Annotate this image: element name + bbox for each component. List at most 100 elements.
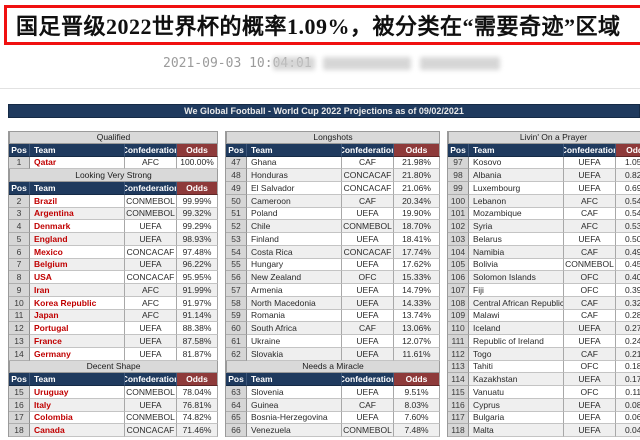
odds-cell: 87.58% bbox=[177, 335, 218, 348]
odds-cell: 13.74% bbox=[394, 309, 440, 323]
odds-cell: 0.54% bbox=[616, 207, 640, 221]
odds-cell: 0.32% bbox=[616, 296, 640, 310]
table-row: 18 Canada CONCACAF 71.46% bbox=[9, 424, 218, 437]
team-cell: New Zealand bbox=[247, 271, 342, 284]
team-cell: Ghana bbox=[247, 156, 342, 170]
table-row: 12 Portugal UEFA 88.38% bbox=[9, 322, 218, 335]
odds-header: Odds bbox=[177, 143, 218, 157]
pos-cell: 60 bbox=[226, 322, 247, 335]
team-cell: Colombia bbox=[30, 411, 125, 425]
table-row: 62 Slovakia UEFA 11.61% bbox=[226, 347, 440, 361]
table-row: 63 Slovenia UEFA 9.51% bbox=[226, 386, 440, 399]
odds-cell: 21.06% bbox=[394, 182, 440, 195]
odds-cell: 17.74% bbox=[394, 245, 440, 259]
team-cell: Kosovo bbox=[469, 156, 564, 170]
odds-header: Odds bbox=[177, 182, 218, 195]
table-row: 65 Bosnia-Herzegovina UEFA 7.60% bbox=[226, 411, 440, 425]
odds-cell: 18.70% bbox=[394, 220, 440, 233]
confederation-cell: CONMEBOL bbox=[125, 386, 177, 399]
pos-cell: 18 bbox=[9, 424, 30, 437]
confederation-cell: CAF bbox=[342, 398, 394, 412]
team-cell: Vanuatu bbox=[469, 386, 564, 399]
team-cell: Japan bbox=[30, 309, 125, 323]
section-title: Decent Shape bbox=[9, 360, 218, 374]
team-cell: Belarus bbox=[469, 233, 564, 246]
table-group-longshots: Longshots Pos Team Confederation Odds 47 Ghana… bbox=[225, 131, 440, 437]
table-row: 2 Brazil CONMEBOL 99.99% bbox=[9, 194, 218, 208]
team-cell: Uruguay bbox=[30, 386, 125, 399]
section-title: Looking Very Strong bbox=[9, 169, 218, 182]
team-cell: El Salvador bbox=[247, 182, 342, 195]
odds-cell: 99.99% bbox=[177, 194, 218, 208]
pos-cell: 110 bbox=[448, 322, 469, 335]
pos-cell: 117 bbox=[448, 411, 469, 425]
team-header: Team bbox=[30, 143, 125, 157]
odds-cell: 15.33% bbox=[394, 271, 440, 284]
confederation-cell: CAF bbox=[564, 245, 616, 259]
pos-cell: 48 bbox=[226, 169, 247, 182]
pos-cell: 47 bbox=[226, 156, 247, 170]
table-row: 51 Poland UEFA 19.90% bbox=[226, 207, 440, 221]
pos-cell: 4 bbox=[9, 220, 30, 233]
headline-text: 国足晋级2022世界杯的概率1.09%，被分类在“需要奇迹”区域 bbox=[16, 14, 621, 39]
confederation-cell: CONMEBOL bbox=[342, 220, 394, 233]
confederation-header: Confederation bbox=[342, 373, 394, 386]
pos-cell: 6 bbox=[9, 245, 30, 259]
team-cell: Republic of Ireland bbox=[469, 335, 564, 348]
odds-cell: 20.34% bbox=[394, 194, 440, 208]
confederation-cell: OFC bbox=[564, 386, 616, 399]
team-cell: Kazakhstan bbox=[469, 373, 564, 386]
table-row: 64 Guinea CAF 8.03% bbox=[226, 398, 440, 412]
pos-cell: 51 bbox=[226, 207, 247, 221]
table-row: 3 Argentina CONMEBOL 99.32% bbox=[9, 207, 218, 221]
odds-cell: 0.11% bbox=[616, 386, 640, 399]
confederation-cell: CONCACAF bbox=[125, 245, 177, 259]
confederation-cell: UEFA bbox=[564, 398, 616, 412]
odds-cell: 0.45% bbox=[616, 258, 640, 272]
confederation-header: Confederation bbox=[342, 143, 394, 157]
pos-cell: 100 bbox=[448, 194, 469, 208]
pos-cell: 102 bbox=[448, 220, 469, 233]
team-cell: Venezuela bbox=[247, 424, 342, 437]
table-title-bar: We Global Football - World Cup 2022 Proj… bbox=[8, 104, 640, 118]
odds-cell: 13.06% bbox=[394, 322, 440, 335]
team-cell: Luxembourg bbox=[469, 182, 564, 195]
redacted-source-block bbox=[323, 57, 411, 70]
pos-cell: 49 bbox=[226, 182, 247, 195]
team-cell: Tahiti bbox=[469, 360, 564, 374]
section-header-row: Looking Very Strong bbox=[9, 169, 218, 182]
pos-cell: 56 bbox=[226, 271, 247, 284]
odds-cell: 7.60% bbox=[394, 411, 440, 425]
table-row: 57 Armenia UEFA 14.79% bbox=[226, 284, 440, 297]
table-row: 58 North Macedonia UEFA 14.33% bbox=[226, 296, 440, 310]
table-row: 55 Hungary UEFA 17.62% bbox=[226, 258, 440, 272]
odds-header: Odds bbox=[394, 143, 440, 157]
odds-cell: 71.46% bbox=[177, 424, 218, 437]
pos-cell: 10 bbox=[9, 296, 30, 310]
confederation-cell: CONCACAF bbox=[342, 182, 394, 195]
pos-cell: 50 bbox=[226, 194, 247, 208]
table-row: 11 Japan AFC 91.14% bbox=[9, 309, 218, 323]
section-header-row: Needs a Miracle bbox=[226, 360, 440, 374]
odds-cell: 0.06% bbox=[616, 411, 640, 425]
odds-cell: 91.14% bbox=[177, 309, 218, 323]
team-cell: Bolivia bbox=[469, 258, 564, 272]
table-row: 4 Denmark UEFA 99.29% bbox=[9, 220, 218, 233]
team-cell: Brazil bbox=[30, 194, 125, 208]
odds-cell: 0.49% bbox=[616, 245, 640, 259]
confederation-cell: AFC bbox=[125, 156, 177, 170]
odds-cell: 7.48% bbox=[394, 424, 440, 437]
pos-header: Pos bbox=[448, 143, 469, 157]
section-title: Longshots bbox=[226, 131, 440, 144]
confederation-cell: UEFA bbox=[342, 309, 394, 323]
odds-cell: 96.22% bbox=[177, 258, 218, 272]
confederation-cell: CONMEBOL bbox=[342, 424, 394, 437]
pos-cell: 54 bbox=[226, 245, 247, 259]
pos-cell: 111 bbox=[448, 335, 469, 348]
